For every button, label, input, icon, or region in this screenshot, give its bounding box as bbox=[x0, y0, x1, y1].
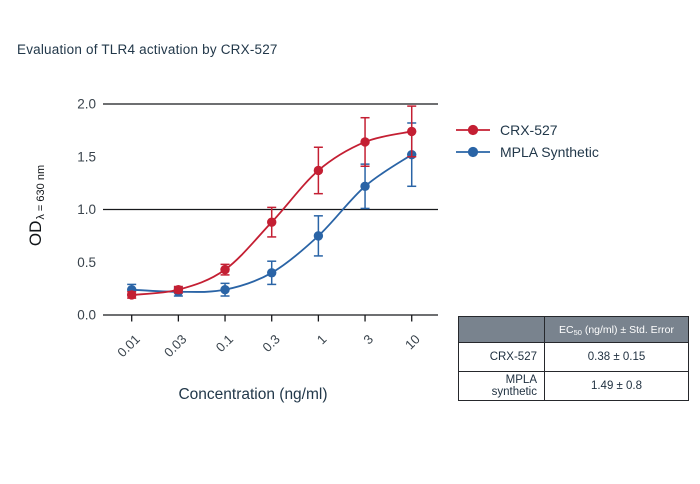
x-tick-label: 10 bbox=[402, 332, 423, 353]
y-tick-label: 2.0 bbox=[77, 97, 96, 112]
data-point bbox=[220, 284, 230, 295]
x-tick-label: 3 bbox=[360, 332, 376, 348]
y-tick-label: 0.5 bbox=[77, 255, 96, 270]
data-point bbox=[220, 264, 230, 275]
x-tick-label: 0.01 bbox=[114, 332, 143, 361]
y-axis-label: ODλ = 630 nm bbox=[26, 146, 47, 266]
y-tick-label: 0.0 bbox=[77, 308, 96, 323]
legend-label-crx527: CRX-527 bbox=[500, 122, 558, 138]
y-tick-label: 1.5 bbox=[77, 149, 96, 164]
row-label-crx527: CRX-527 bbox=[458, 342, 545, 372]
y-tick-label: 1.0 bbox=[77, 202, 96, 217]
data-point bbox=[313, 165, 324, 176]
table-header-empty-cell bbox=[458, 316, 545, 343]
ec-text: EC bbox=[558, 323, 574, 336]
y-axis-label-subscript: λ = 630 nm bbox=[35, 164, 47, 220]
x-tick-label: 0.1 bbox=[213, 332, 236, 355]
table-row: MPLA synthetic 1.49 ± 0.8 bbox=[458, 371, 689, 401]
data-point bbox=[267, 217, 277, 227]
ec-subscript: 50 bbox=[573, 327, 582, 337]
chart-title: Evaluation of TLR4 activation by CRX-527 bbox=[17, 42, 278, 57]
x-tick-label: 1 bbox=[314, 332, 330, 348]
row-label-mpla: MPLA synthetic bbox=[458, 371, 545, 401]
row-value-mpla: 1.49 ± 0.8 bbox=[544, 371, 689, 401]
legend-item-mpla: MPLA Synthetic bbox=[455, 141, 599, 163]
blue-line-dot-marker-icon bbox=[456, 146, 490, 158]
data-point bbox=[267, 268, 277, 278]
data-point bbox=[360, 137, 370, 147]
ec50-table: EC50 (ng/ml) ± Std. Error CRX-527 0.38 ±… bbox=[458, 316, 689, 401]
data-point bbox=[360, 181, 370, 191]
x-tick-label: 0.3 bbox=[259, 332, 282, 355]
table-header-ec50-cell: EC50 (ng/ml) ± Std. Error bbox=[544, 316, 689, 343]
red-line-dot-marker-icon bbox=[456, 124, 490, 136]
table-header-row: EC50 (ng/ml) ± Std. Error bbox=[458, 316, 689, 343]
data-point bbox=[127, 290, 137, 300]
ec-units-text: (ng/ml) ± Std. Error bbox=[581, 323, 675, 336]
legend-label-mpla: MPLA Synthetic bbox=[500, 144, 599, 160]
row-value-crx527: 0.38 ± 0.15 bbox=[544, 342, 689, 372]
data-point bbox=[173, 284, 184, 295]
legend-item-crx527: CRX-527 bbox=[455, 119, 599, 141]
x-tick-label: 0.03 bbox=[161, 332, 190, 361]
data-point bbox=[407, 126, 417, 137]
table-row: CRX-527 0.38 ± 0.15 bbox=[458, 342, 689, 372]
legend: CRX-527 MPLA Synthetic bbox=[455, 119, 599, 163]
y-axis-label-main: OD bbox=[26, 220, 45, 247]
x-axis-label: Concentration (ng/ml) bbox=[178, 386, 328, 403]
data-point bbox=[313, 231, 324, 241]
